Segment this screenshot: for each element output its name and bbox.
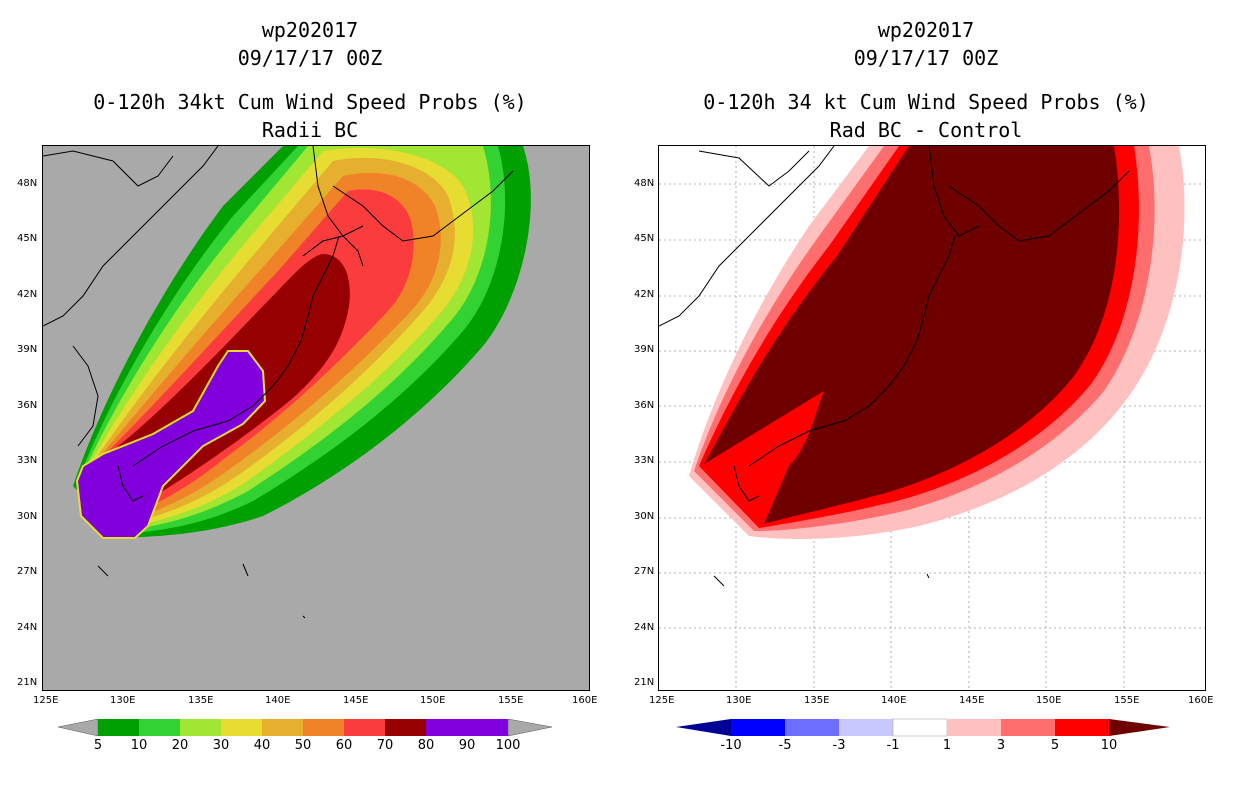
lat-label: 33N: [17, 455, 38, 466]
left-probability-contours: [43, 146, 531, 619]
right-colorbar-label: 10: [1100, 738, 1118, 753]
lon-label: 145E: [343, 695, 369, 706]
left-title-product: 0-120h 34kt Cum Wind Speed Probs (%): [93, 90, 527, 114]
lat-label: 30N: [634, 511, 655, 522]
lon-label: 150E: [1036, 695, 1062, 706]
lat-label: 30N: [17, 511, 38, 522]
lat-label: 27N: [634, 566, 655, 577]
left-colorbar-bin: [180, 719, 221, 736]
lon-label: 130E: [726, 695, 752, 706]
right-colorbar: [676, 718, 1170, 737]
lon-label: 140E: [265, 695, 291, 706]
lon-label: 135E: [188, 695, 214, 706]
lat-label: 36N: [17, 400, 38, 411]
prob-band-100: [75, 350, 267, 539]
left-colorbar-label: 100: [495, 738, 521, 753]
coastlines: [659, 146, 1130, 587]
left-colorbar-label: 60: [335, 738, 353, 753]
lat-label: 39N: [17, 344, 38, 355]
lon-label: 140E: [881, 695, 907, 706]
lon-label: 125E: [649, 695, 675, 706]
left-colorbar-label: 30: [212, 738, 230, 753]
right-title-datetime: 09/17/17 00Z: [853, 46, 999, 70]
right-colorbar-bin: [731, 719, 785, 736]
right-colorbar-bin: [785, 719, 839, 736]
diff-band-10: [704, 146, 1120, 524]
lat-label: 45N: [17, 233, 38, 244]
lat-label: 39N: [634, 344, 655, 355]
right-colorbar-under-arrow: [676, 719, 731, 736]
right-title-product: 0-120h 34 kt Cum Wind Speed Probs (%): [703, 90, 1149, 114]
lat-label: 33N: [634, 455, 655, 466]
right-colorbar-label: -3: [832, 738, 846, 753]
lat-label: 48N: [17, 178, 38, 189]
left-title-method: Radii BC: [261, 118, 359, 142]
lon-label: 125E: [33, 695, 59, 706]
right-title-method: Rad BC - Control: [829, 118, 1023, 142]
left-title-datetime: 09/17/17 00Z: [237, 46, 383, 70]
right-colorbar-label: 5: [1050, 738, 1060, 753]
right-colorbar-label: -1: [886, 738, 900, 753]
lon-label: 155E: [1114, 695, 1140, 706]
lon-label: 160E: [572, 695, 598, 706]
lon-label: 135E: [804, 695, 830, 706]
left-colorbar-bin: [221, 719, 262, 736]
left-colorbar-bin: [344, 719, 385, 736]
right-colorbar-label: -10: [720, 738, 742, 753]
lon-label: 155E: [498, 695, 524, 706]
lat-label: 24N: [634, 622, 655, 633]
lat-label: 42N: [634, 289, 655, 300]
lat-label: 24N: [17, 622, 38, 633]
right-colorbar-bin: [892, 718, 948, 737]
lat-label: 42N: [17, 289, 38, 300]
right-colorbar-over-arrow: [1109, 719, 1170, 736]
lat-label: 36N: [634, 400, 655, 411]
lat-label: 21N: [634, 677, 655, 688]
left-colorbar-label: 40: [253, 738, 271, 753]
left-colorbar-label: 50: [294, 738, 312, 753]
left-colorbar-bin: [426, 719, 467, 736]
lon-label: 160E: [1188, 695, 1214, 706]
right-colorbar-bin: [947, 719, 1001, 736]
left-colorbar-bin: [385, 719, 426, 736]
left-colorbar-label: 20: [171, 738, 189, 753]
left-colorbar-bin: [139, 719, 180, 736]
left-colorbar: [58, 718, 553, 737]
left-colorbar-label: 80: [417, 738, 435, 753]
left-map: [42, 145, 590, 691]
right-title-storm-id: wp202017: [877, 18, 975, 42]
right-colorbar-bin: [1001, 719, 1055, 736]
right-colorbar-label: 3: [996, 738, 1006, 753]
right-map: [658, 145, 1206, 691]
lat-label: 45N: [634, 233, 655, 244]
right-colorbar-label: 1: [942, 738, 952, 753]
left-colorbar-bin: [98, 719, 139, 736]
lon-label: 145E: [959, 695, 985, 706]
lat-label: 27N: [17, 566, 38, 577]
coastlines: [43, 146, 514, 619]
right-colorbar-bin: [1055, 719, 1109, 736]
lon-label: 130E: [110, 695, 136, 706]
left-colorbar-label: 70: [376, 738, 394, 753]
left-colorbar-bin: [303, 719, 344, 736]
lat-label: 48N: [634, 178, 655, 189]
left-title-storm-id: wp202017: [261, 18, 359, 42]
right-colorbar-bin: [839, 719, 893, 736]
left-colorbar-label: 5: [93, 738, 103, 753]
left-colorbar-over-arrow: [507, 718, 553, 737]
left-colorbar-under-arrow: [58, 718, 99, 737]
left-colorbar-label: 10: [130, 738, 148, 753]
right-difference-contours: [659, 146, 1205, 690]
lat-label: 21N: [17, 677, 38, 688]
left-colorbar-bin: [262, 719, 303, 736]
left-colorbar-bin: [467, 719, 508, 736]
right-colorbar-label: -5: [778, 738, 792, 753]
left-colorbar-label: 90: [458, 738, 476, 753]
lon-label: 150E: [420, 695, 446, 706]
